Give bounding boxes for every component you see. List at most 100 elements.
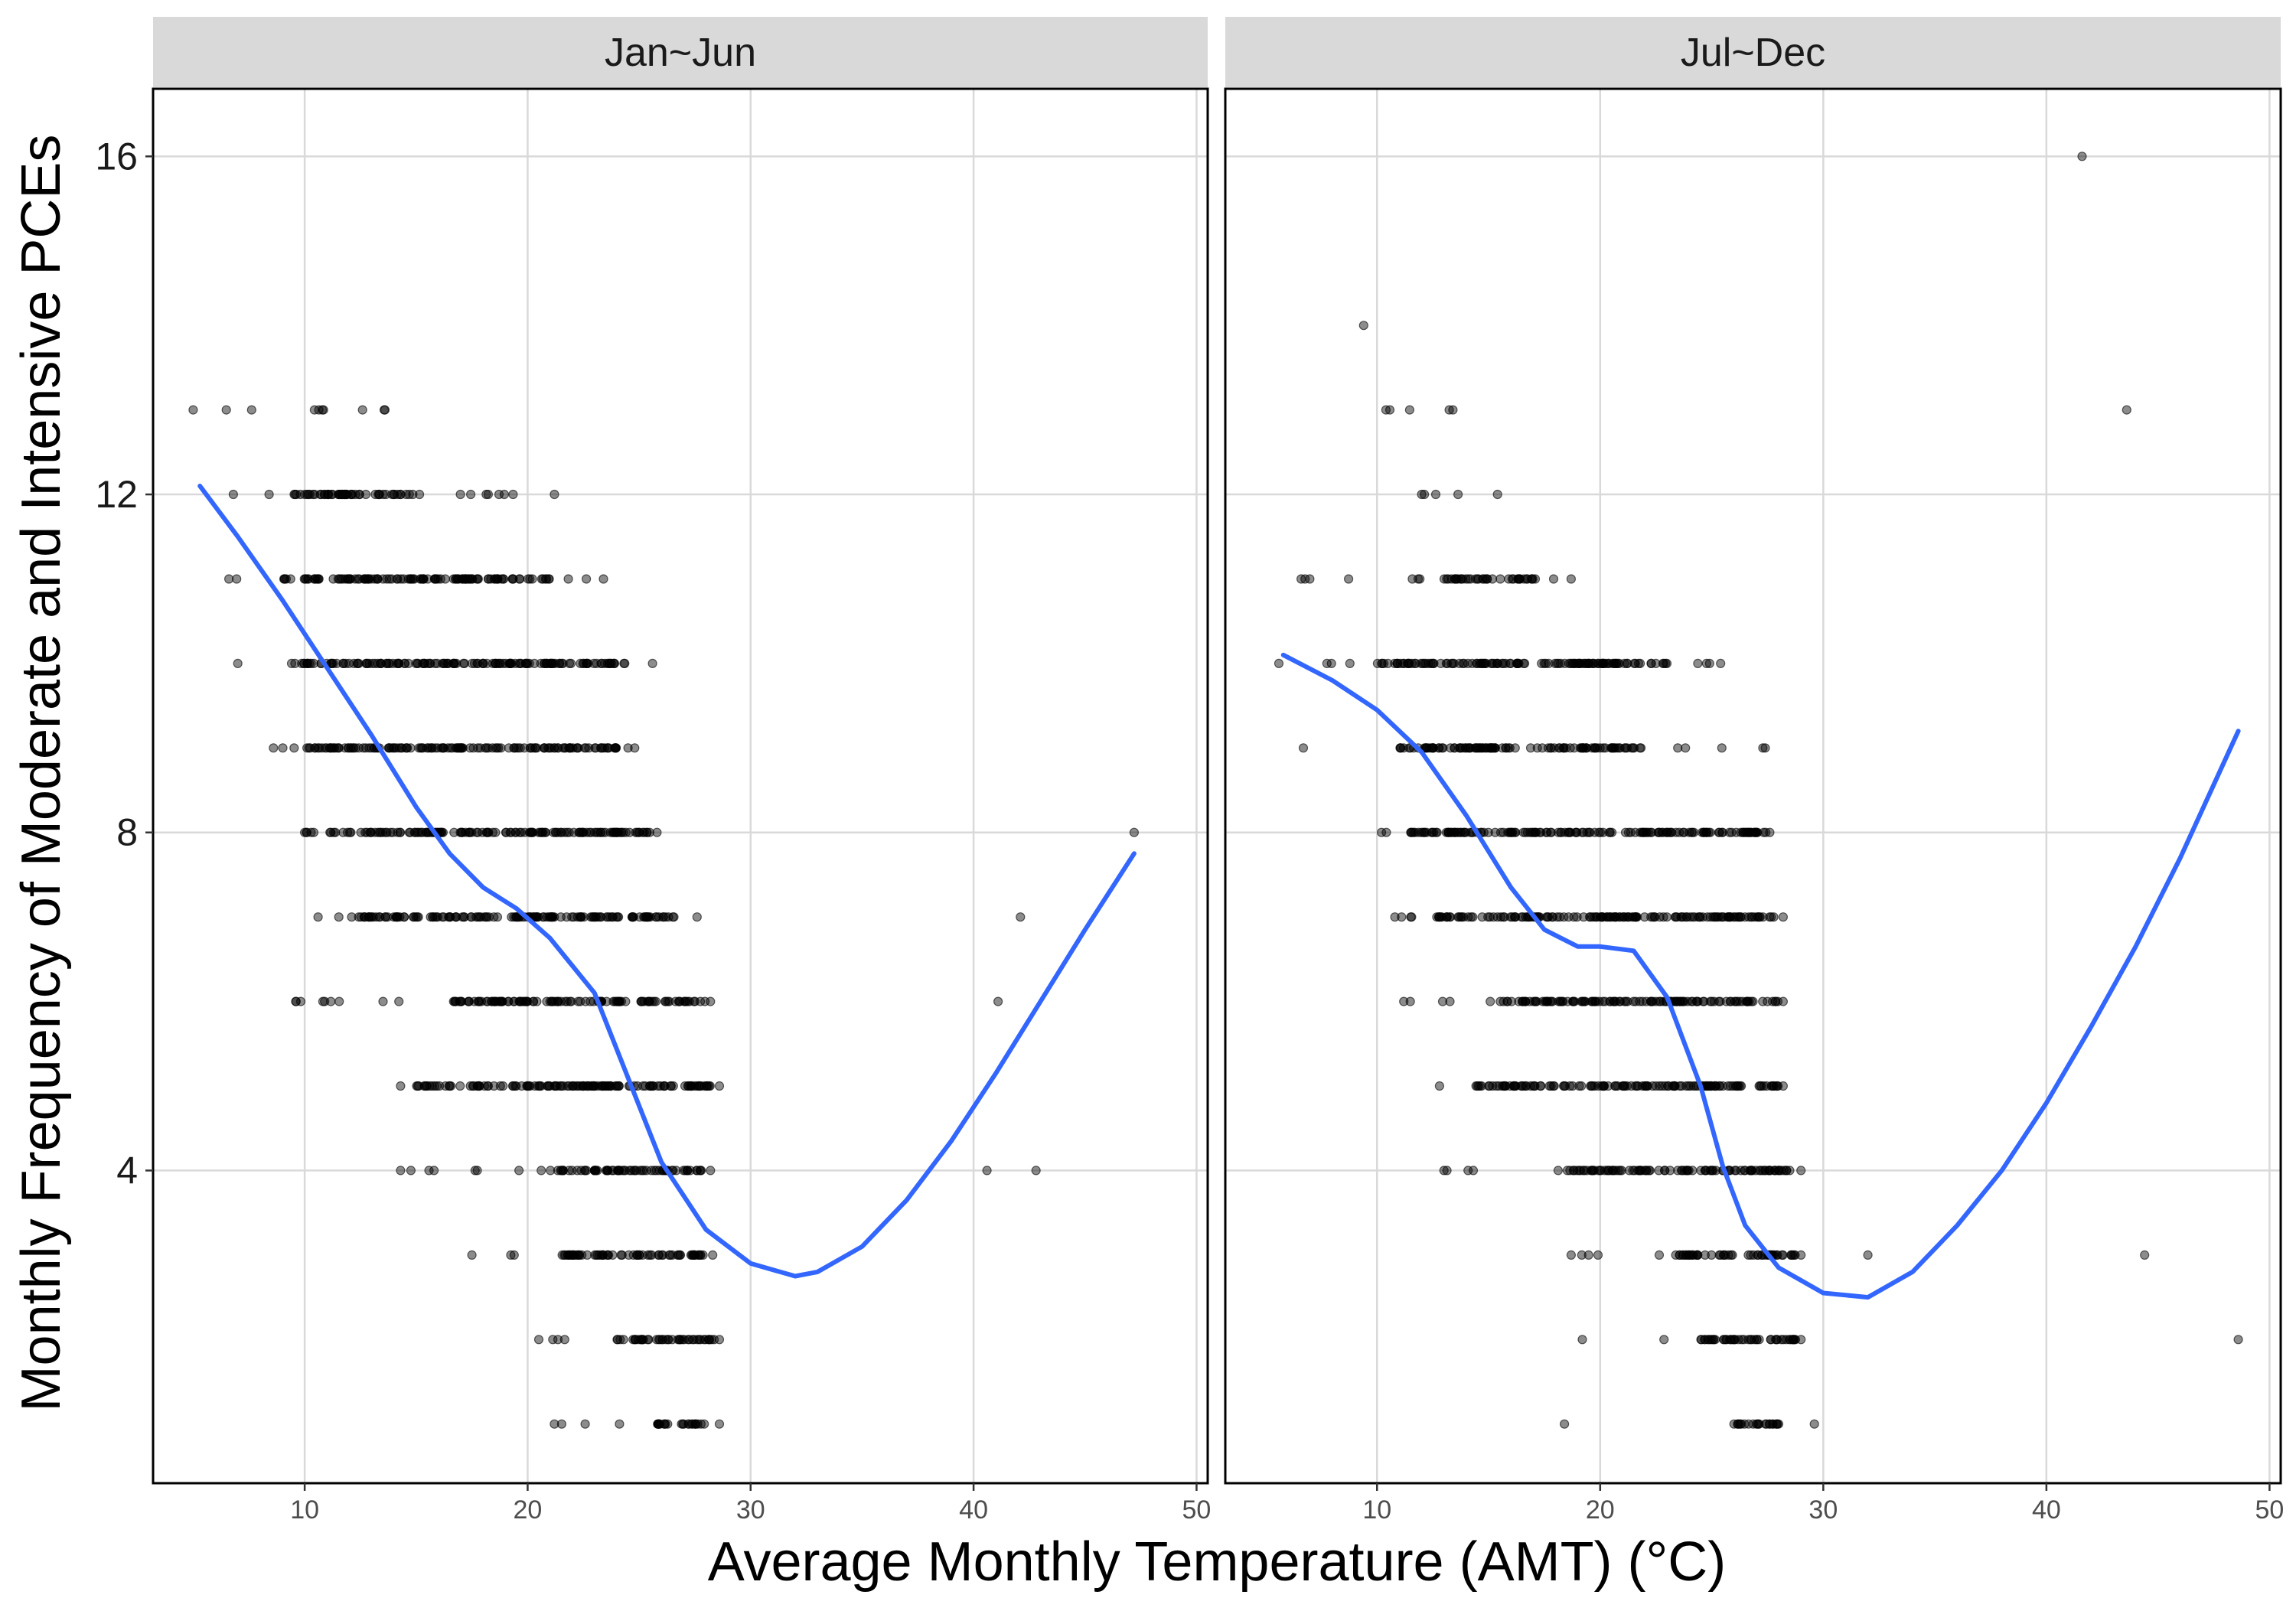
- data-point: [375, 827, 385, 837]
- data-point: [292, 489, 302, 500]
- data-point: [460, 574, 471, 584]
- data-point: [576, 1166, 586, 1176]
- data-point: [1693, 658, 1703, 669]
- data-point: [467, 658, 478, 669]
- data-point: [1746, 1250, 1756, 1260]
- data-point: [1758, 743, 1768, 753]
- data-point: [449, 827, 459, 837]
- data-point: [565, 996, 575, 1006]
- data-points: [188, 405, 1140, 1429]
- data-point: [1681, 743, 1691, 753]
- data-point: [564, 658, 575, 669]
- data-point: [574, 827, 585, 837]
- data-point: [1467, 658, 1477, 669]
- data-point: [558, 658, 568, 669]
- data-point: [1358, 321, 1368, 331]
- data-point: [1434, 1081, 1445, 1091]
- data-point: [1525, 1081, 1536, 1091]
- data-point: [278, 743, 288, 753]
- data-point: [480, 743, 491, 753]
- data-point: [1463, 1166, 1473, 1176]
- data-point: [364, 658, 374, 669]
- data-point: [1647, 827, 1657, 837]
- data-point: [472, 1166, 482, 1176]
- data-point: [370, 489, 380, 500]
- data-point: [1579, 912, 1589, 922]
- data-point: [1646, 658, 1656, 669]
- data-point: [623, 743, 633, 753]
- data-point: [539, 912, 549, 922]
- data-point: [665, 1250, 675, 1260]
- data-point: [323, 489, 333, 500]
- data-point: [338, 658, 348, 669]
- data-point: [639, 1166, 649, 1176]
- data-point: [704, 1335, 714, 1345]
- data-point: [357, 405, 367, 415]
- data-point: [366, 827, 376, 837]
- data-point: [1538, 743, 1548, 753]
- data-point: [432, 658, 442, 669]
- data-point: [563, 1250, 572, 1260]
- data-point: [338, 489, 347, 500]
- data-point: [671, 1166, 681, 1176]
- data-point: [1429, 658, 1439, 669]
- data-point: [1446, 827, 1456, 837]
- data-point: [1384, 405, 1395, 415]
- data-point: [1377, 658, 1387, 669]
- data-point: [1577, 1335, 1587, 1345]
- data-point: [619, 658, 629, 669]
- data-point: [618, 827, 628, 837]
- data-point: [1789, 1250, 1799, 1260]
- data-point: [359, 574, 369, 584]
- data-point: [354, 743, 364, 753]
- data-point: [482, 827, 492, 837]
- data-point: [1623, 912, 1632, 922]
- data-point: [1752, 1335, 1762, 1345]
- data-point: [1608, 996, 1619, 1006]
- data-point: [1658, 658, 1668, 669]
- data-point: [340, 489, 350, 500]
- data-point: [367, 743, 377, 753]
- data-point: [1654, 1250, 1665, 1260]
- data-point: [1670, 912, 1680, 922]
- data-point: [1708, 1335, 1719, 1345]
- data-point: [1743, 827, 1753, 837]
- data-point: [1495, 574, 1505, 584]
- data-point: [422, 574, 433, 584]
- data-point: [321, 743, 331, 753]
- y-axis-title: Monthly Frequency of Moderate and Intens…: [11, 135, 72, 1412]
- data-point: [598, 574, 608, 584]
- data-point: [475, 743, 485, 753]
- data-point: [1520, 827, 1531, 837]
- data-point: [495, 1081, 505, 1091]
- data-point: [1592, 743, 1602, 753]
- data-point: [459, 912, 469, 922]
- data-point: [1746, 996, 1756, 1006]
- data-point: [310, 743, 320, 753]
- data-point: [1397, 912, 1407, 922]
- data-point: [522, 658, 532, 669]
- data-point: [361, 574, 371, 584]
- data-point: [685, 1166, 695, 1176]
- data-point: [690, 1250, 700, 1260]
- data-point: [483, 574, 494, 584]
- data-point: [470, 1166, 480, 1176]
- data-point: [448, 996, 458, 1006]
- data-point: [1487, 574, 1498, 584]
- data-point: [1716, 658, 1726, 669]
- data-point: [475, 996, 484, 1006]
- data-point: [1404, 405, 1415, 415]
- data-point: [1764, 1419, 1775, 1429]
- data-point: [679, 1335, 690, 1345]
- data-point: [651, 912, 662, 922]
- data-point: [360, 489, 371, 500]
- data-point: [1567, 1081, 1577, 1091]
- data-point: [429, 1166, 439, 1176]
- data-point: [439, 658, 448, 669]
- data-point: [1658, 827, 1668, 837]
- data-point: [546, 743, 556, 753]
- data-point: [1463, 574, 1473, 584]
- data-point: [1593, 1166, 1603, 1176]
- data-point: [1560, 658, 1570, 669]
- data-point: [461, 827, 471, 837]
